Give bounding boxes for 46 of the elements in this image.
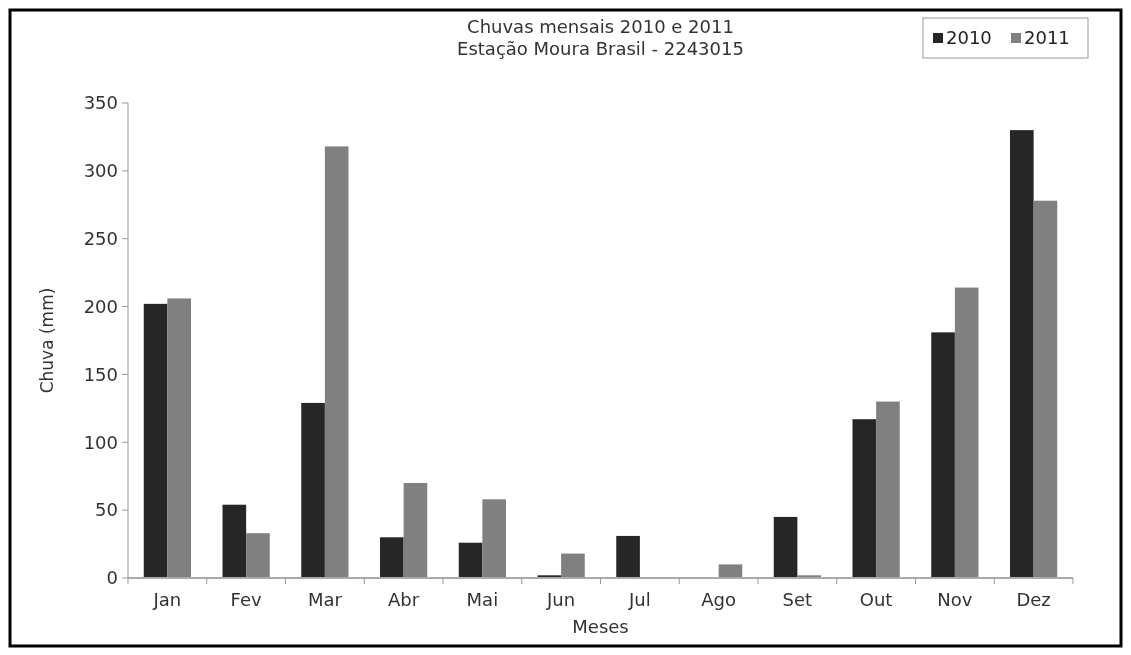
y-tick-label: 100 <box>83 431 118 453</box>
chart-title: Chuvas mensais 2010 e 2011 <box>467 16 734 37</box>
x-tick-label: Jul <box>628 589 651 610</box>
bar <box>1010 130 1034 578</box>
y-tick-label: 200 <box>83 295 118 317</box>
x-tick-label: Abr <box>388 589 420 610</box>
bar <box>143 303 168 578</box>
bar <box>301 402 325 578</box>
x-tick-label: Mai <box>466 589 499 610</box>
chart-subtitle: Estação Moura Brasil - 2243015 <box>457 38 744 59</box>
x-tick-label: Ago <box>701 589 737 610</box>
y-tick-label: 50 <box>95 499 118 521</box>
bar <box>718 564 743 578</box>
y-tick-label: 0 <box>106 567 118 589</box>
y-axis-title: Chuva (mm) <box>37 287 57 394</box>
bar <box>1033 200 1058 578</box>
y-tick-label: 150 <box>83 363 118 385</box>
bar <box>852 419 877 578</box>
y-tick-label: 350 <box>83 92 118 114</box>
x-tick-label: Out <box>859 589 893 610</box>
bar <box>380 537 404 578</box>
y-tick-label: 300 <box>83 160 118 182</box>
bar <box>324 146 349 578</box>
bar <box>222 504 247 578</box>
bar <box>561 553 585 578</box>
bar <box>458 542 483 578</box>
x-tick-label: Nov <box>937 589 973 610</box>
x-tick-label: Dez <box>1016 589 1051 610</box>
bar <box>876 401 900 578</box>
bar <box>403 483 428 578</box>
x-tick-label: Jan <box>152 589 182 610</box>
x-tick-label: Set <box>782 589 813 610</box>
x-tick-label: Mar <box>307 589 343 610</box>
x-axis-title: Meses <box>572 616 629 637</box>
bar <box>931 332 955 578</box>
legend-label: 2010 <box>946 27 992 49</box>
y-tick-label: 250 <box>83 228 118 250</box>
bar <box>482 499 506 578</box>
bar <box>616 535 640 578</box>
legend-label: 2011 <box>1024 27 1070 49</box>
x-tick-label: Fev <box>230 589 263 610</box>
x-tick-label: Jun <box>546 589 576 610</box>
bar <box>773 516 798 578</box>
bar <box>246 533 270 578</box>
bar <box>954 287 979 578</box>
bar <box>167 298 191 578</box>
